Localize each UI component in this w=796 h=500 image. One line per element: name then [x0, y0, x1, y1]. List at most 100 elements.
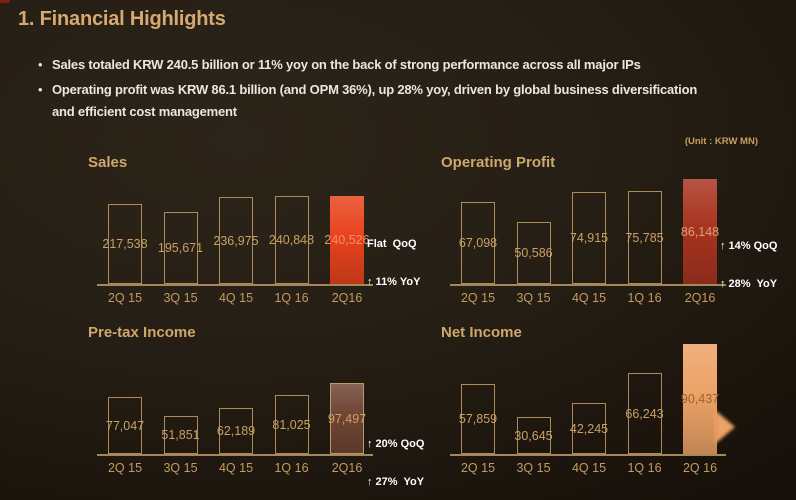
- bar-value-label: 42,245: [569, 421, 609, 436]
- bar-value-label: 217,538: [102, 237, 148, 251]
- highlight-bar: [330, 383, 364, 454]
- bar: [627, 191, 662, 284]
- operating-profit-chart-plot: 67,098 2Q 15 50,586 3Q 15 74,915 4Q 15 75,785 1…: [441, 172, 751, 305]
- bar: [572, 403, 606, 454]
- bar: [461, 384, 495, 454]
- x-axis-label: 1Q 16: [274, 461, 309, 475]
- x-axis-label: 2Q16: [331, 291, 363, 305]
- annotation-line: ↑ 14% QoQ: [720, 240, 778, 252]
- bar: [627, 373, 662, 454]
- highlight-bar: [683, 179, 717, 284]
- x-axis-line: [97, 284, 373, 286]
- bar: [219, 408, 253, 454]
- x-axis-line: [450, 284, 726, 286]
- page-title: 1. Financial Highlights: [18, 8, 226, 30]
- x-axis-label: 4Q 15: [218, 461, 254, 475]
- annotation-line: ↑ 27% YoY: [367, 475, 425, 488]
- pretax-income-chart-plot: 77,047 2Q 15 51,851 3Q 15 62,189 4Q 15 81,025 1…: [88, 342, 398, 475]
- bullet-text: Operating profit was KRW 86.1 billion (a…: [52, 79, 697, 123]
- bar: [461, 202, 495, 284]
- chart-title: Net Income: [441, 324, 522, 341]
- bullet-line: and efficient cost management: [52, 104, 237, 119]
- x-axis-label: 2Q 15: [107, 291, 143, 305]
- bar: [108, 397, 142, 454]
- bullet-item: • Sales totaled KRW 240.5 billion or 11%…: [38, 54, 697, 76]
- operating-profit-chart-panel: Operating Profit 67,098 2Q 15 50,586 3Q 15 7…: [441, 150, 791, 322]
- bar: [516, 417, 551, 454]
- pretax-income-chart-panel: Pre-tax Income 77,047 2Q 15 51,851 3Q 15 62,…: [88, 320, 438, 492]
- chart-title: Sales: [88, 154, 128, 171]
- bar: [274, 395, 309, 454]
- qoq-yoy-annotation: Flat QoQ ↑ 11% YoY: [367, 213, 420, 313]
- x-axis-label: 4Q 15: [571, 461, 607, 475]
- net-income-chart-panel: Net Income 57,859 2Q 15 30,645 3Q 15 42,245 4…: [441, 320, 791, 492]
- bar-value-label: 30,645: [514, 428, 553, 443]
- qoq-yoy-annotation: ↑ 20% QoQ ↑ 27% YoY: [367, 413, 424, 500]
- x-axis-line: [450, 454, 726, 456]
- bar-value-label: 86,148: [680, 224, 720, 239]
- x-axis-label: 1Q 16: [627, 461, 662, 475]
- bar: [108, 204, 142, 284]
- x-axis-line: [97, 454, 373, 456]
- x-axis-label: 3Q 15: [516, 461, 551, 475]
- x-axis-label: 2Q16: [684, 291, 716, 305]
- bar: [516, 222, 551, 284]
- bullet-icon: •: [38, 57, 43, 72]
- edge-accent: [0, 0, 10, 3]
- bar-value-label: 97,497: [327, 411, 367, 426]
- x-axis-label: 2Q 15: [107, 461, 143, 475]
- bar-value-label: 75,785: [625, 230, 664, 245]
- x-axis-label: 3Q 15: [163, 291, 198, 305]
- bullet-line: Operating profit was KRW 86.1 billion (a…: [52, 82, 698, 97]
- bar: [219, 197, 253, 284]
- sales-chart-plot: 217,538 2Q 15 195,671 3Q 15 236,975 4Q 15 240,…: [88, 172, 398, 305]
- qoq-yoy-annotation: ↑ 14% QoQ ↑ 28% YoY: [720, 215, 777, 315]
- x-axis-label: 2Q16: [331, 461, 363, 475]
- bar-value-label: 240,526: [324, 233, 370, 247]
- highlight-bar: [330, 196, 364, 284]
- x-axis-label: 1Q 16: [274, 291, 309, 305]
- bar: [163, 416, 198, 454]
- bar-value-label: 77,047: [105, 418, 145, 433]
- unit-note: (Unit : KRW MN): [684, 136, 758, 147]
- annotation-line: ↑ 28% YoY: [720, 277, 778, 290]
- chart-title: Operating Profit: [441, 154, 556, 171]
- bar-value-label: 57,859: [458, 412, 498, 426]
- x-axis-label: 4Q 15: [218, 291, 254, 305]
- bar-value-label: 81,025: [272, 417, 311, 432]
- x-axis-label: 2Q 15: [460, 461, 496, 475]
- x-axis-label: 1Q 16: [627, 291, 662, 305]
- bar: [572, 192, 606, 284]
- bar-value-label: 50,586: [514, 246, 553, 260]
- sales-chart-panel: Sales 217,538 2Q 15 195,671 3Q 15 236,975 4Q …: [88, 150, 438, 322]
- bullet-list: • Sales totaled KRW 240.5 billion or 11%…: [38, 54, 697, 126]
- annotation-line: Flat QoQ: [367, 238, 417, 250]
- highlight-bar: [683, 344, 717, 454]
- x-axis-label: 3Q 15: [163, 461, 198, 475]
- bullet-line: Sales totaled KRW 240.5 billion or 11% y…: [52, 57, 641, 72]
- bar-value-label: 51,851: [161, 428, 200, 442]
- bullet-icon: •: [38, 82, 43, 97]
- chart-title: Pre-tax Income: [88, 324, 196, 341]
- bullet-item: • Operating profit was KRW 86.1 billion …: [38, 79, 697, 123]
- annotation-line: ↑ 20% QoQ: [367, 438, 425, 450]
- bar-value-label: 62,189: [216, 424, 256, 438]
- bar-value-label: 195,671: [157, 241, 204, 255]
- bullet-text: Sales totaled KRW 240.5 billion or 11% y…: [52, 54, 641, 76]
- x-axis-label: 4Q 15: [571, 291, 607, 305]
- x-axis-label: 2Q 15: [460, 291, 496, 305]
- bar: [163, 212, 198, 284]
- annotation-line: ↑ 11% YoY: [367, 275, 421, 288]
- x-axis-label: 2Q 16: [682, 461, 718, 475]
- bar-value-label: 90,437: [680, 392, 720, 406]
- x-axis-label: 3Q 15: [516, 291, 551, 305]
- bar-value-label: 66,243: [625, 406, 664, 421]
- bar-value-label: 74,915: [569, 231, 609, 245]
- highlight-arrow-icon: [715, 410, 735, 444]
- bar-value-label: 236,975: [213, 233, 259, 248]
- net-income-chart-plot: 57,859 2Q 15 30,645 3Q 15 42,245 4Q 15 66,243 1…: [441, 342, 751, 475]
- bar-value-label: 67,098: [458, 236, 498, 250]
- bar-value-label: 240,848: [268, 233, 315, 247]
- bar: [274, 196, 309, 284]
